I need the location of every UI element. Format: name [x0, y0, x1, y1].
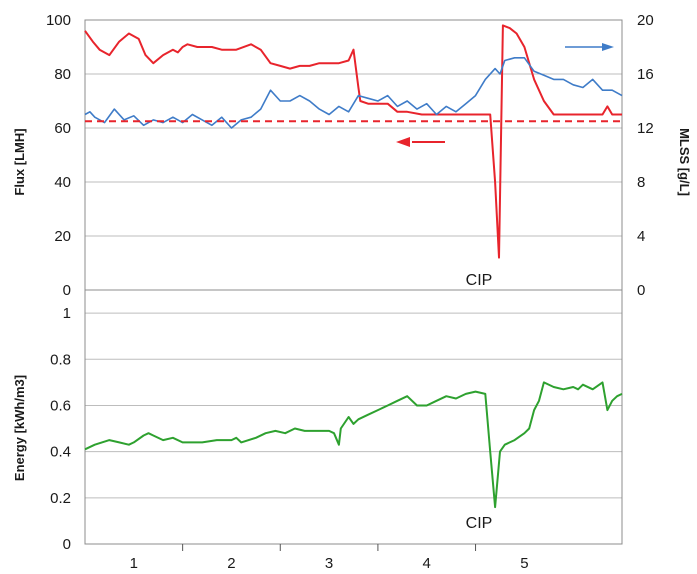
mlss-tick-label: 16	[637, 66, 654, 83]
x-tick-label: 2	[227, 555, 235, 572]
x-tick-label: 3	[325, 555, 333, 572]
flux-tick-label: 20	[54, 228, 71, 245]
mlss-direction-arrow	[565, 43, 614, 51]
flux-tick-label: 80	[54, 66, 71, 83]
mlss-line	[84, 57, 623, 129]
energy-plot-frame	[84, 289, 623, 545]
x-tick-label: 4	[423, 555, 431, 572]
flux-tick-label: 0	[63, 282, 71, 299]
mlss-tick-label: 8	[637, 174, 645, 191]
x-tick-label: 1	[130, 555, 138, 572]
mlss-tick-label: 12	[637, 120, 654, 137]
energy-tick-label: 0.4	[50, 444, 71, 461]
x-tick-label: 5	[520, 555, 528, 572]
energy-line	[84, 381, 623, 509]
flux-axis-label: Flux [LMH]	[12, 128, 27, 195]
mlss-tick-label: 20	[637, 12, 654, 29]
flux-plot-frame	[84, 19, 623, 291]
flux-line	[84, 24, 622, 259]
flux-tick-label: 40	[54, 174, 71, 191]
cip-annotation-energy: CIP	[466, 515, 493, 532]
energy-tick-label: 1	[63, 305, 71, 322]
energy-tick-label: 0.8	[50, 351, 71, 368]
flux-direction-arrow	[396, 137, 445, 147]
energy-tick-label: 0.6	[50, 397, 71, 414]
energy-axis-label: Energy [kWh/m3]	[12, 375, 27, 481]
cip-annotation-flux: CIP	[466, 272, 493, 289]
energy-panel: 0 0.2 0.4 0.6 0.8 1 1 2 3 4 5	[50, 289, 623, 572]
flux-tick-label: 100	[46, 12, 71, 29]
energy-tick-label: 0	[63, 536, 71, 553]
flux-tick-label: 60	[54, 120, 71, 137]
flux-mlss-panel: 0 20 40 60 80 100 0 4 8 12 16 20	[46, 12, 654, 299]
mlss-axis-label: MLSS [g/L]	[677, 128, 692, 196]
mlss-tick-label: 4	[637, 228, 645, 245]
energy-tick-label: 0.2	[50, 490, 71, 507]
mlss-tick-label: 0	[637, 282, 645, 299]
